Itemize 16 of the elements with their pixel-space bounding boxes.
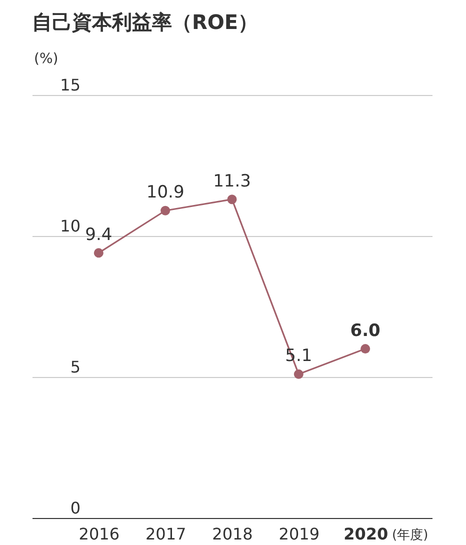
x-tick-label: 2017	[145, 524, 186, 544]
y-tick-label: 10	[60, 216, 80, 236]
x-axis-title: (年度)	[392, 527, 428, 543]
y-tick-label: 15	[60, 76, 80, 94]
data-label: 9.4	[85, 224, 112, 245]
x-tick-label: 2016	[78, 524, 120, 544]
y-tick-label: 0	[70, 498, 80, 518]
data-label: 10.9	[146, 182, 184, 203]
y-axis-title: (%)	[34, 51, 58, 67]
data-label: 6.0	[350, 320, 381, 341]
y-tick-label: 5	[70, 358, 80, 376]
chart-title: 自己資本利益率（ROE）	[32, 10, 258, 34]
x-tick-label: 2018	[212, 524, 253, 544]
x-tick-label: 2020	[344, 524, 388, 544]
data-label: 11.3	[213, 171, 251, 192]
x-tick-label: 2019	[278, 524, 320, 544]
